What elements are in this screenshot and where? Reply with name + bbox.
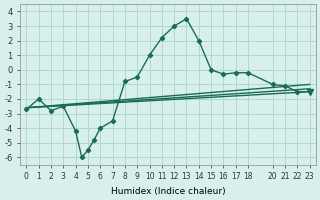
X-axis label: Humidex (Indice chaleur): Humidex (Indice chaleur) (111, 187, 225, 196)
